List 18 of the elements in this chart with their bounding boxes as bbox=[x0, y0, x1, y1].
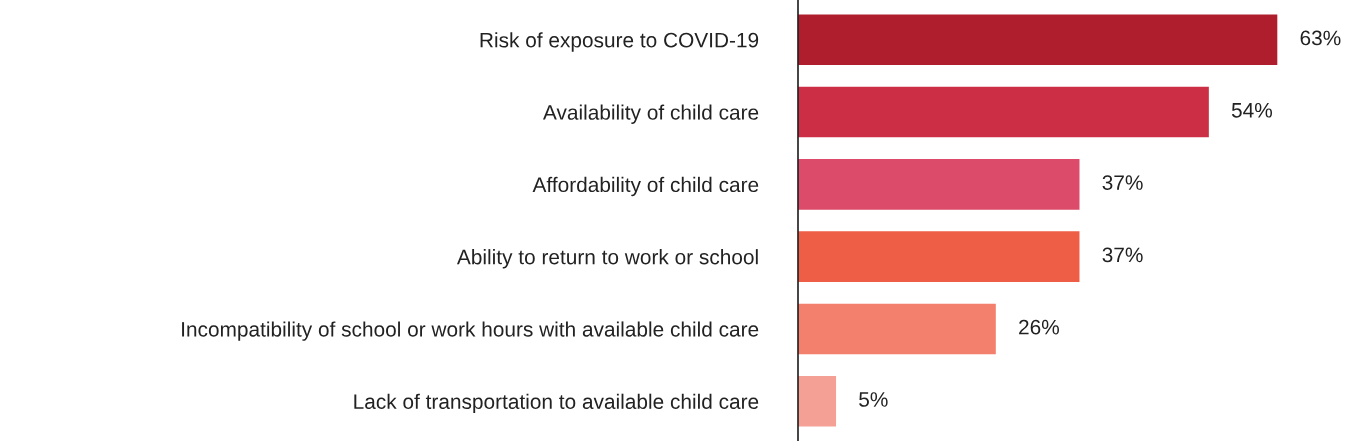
data-label: 37% bbox=[1102, 175, 1143, 190]
y-tick-label: Incompatibility of school or work hours with available child care bbox=[182, 321, 759, 341]
y-tick-label: Lack of transportation to available child care bbox=[354, 393, 759, 414]
bar bbox=[798, 14, 1278, 66]
bar bbox=[798, 231, 1080, 282]
y-tick-label: Ability to return to work or school bbox=[456, 249, 758, 269]
data-label: 54% bbox=[1231, 102, 1273, 118]
bar bbox=[798, 86, 1209, 138]
y-tick-label: Risk of exposure to COVID-19 bbox=[480, 32, 759, 52]
data-label: 37% bbox=[1102, 247, 1143, 263]
data-label: 26% bbox=[1019, 319, 1059, 335]
bar bbox=[798, 159, 1080, 210]
y-tick-label: Affordability of child care bbox=[532, 176, 759, 197]
bar bbox=[798, 375, 837, 427]
y-tick-label: Availability of child care bbox=[542, 104, 759, 124]
data-label: 63% bbox=[1300, 30, 1341, 46]
data-label: 5% bbox=[859, 392, 888, 407]
bar bbox=[798, 303, 996, 355]
